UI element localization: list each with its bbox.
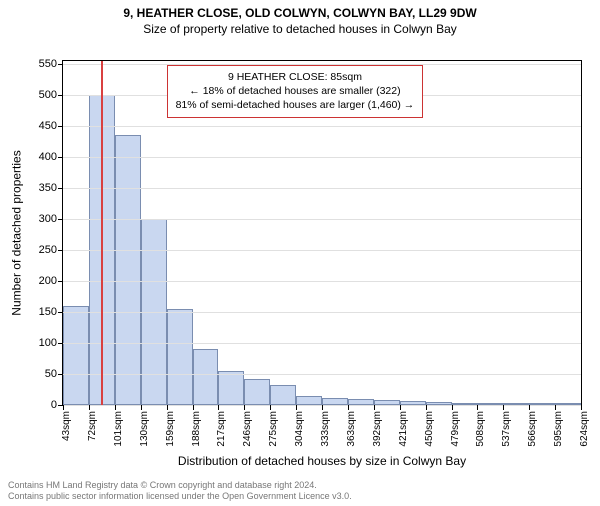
gridline [63, 312, 581, 313]
histogram-bar [218, 371, 244, 405]
histogram-bar [244, 379, 270, 405]
x-tick-mark [555, 405, 556, 410]
x-tick-label: 304sqm [294, 411, 305, 447]
reference-line [101, 61, 103, 405]
footer-line2: Contains public sector information licen… [8, 491, 352, 502]
x-tick-mark [270, 405, 271, 410]
x-tick-mark [581, 405, 582, 410]
x-tick-mark [63, 405, 64, 410]
x-tick-mark [348, 405, 349, 410]
x-tick-mark [141, 405, 142, 410]
gridline [63, 219, 581, 220]
x-tick-mark [322, 405, 323, 410]
x-tick-label: 101sqm [113, 411, 124, 447]
chart-title-sub: Size of property relative to detached ho… [0, 22, 600, 36]
annotation-line3: 81% of semi-detached houses are larger (… [176, 98, 415, 112]
chart-area: 9 HEATHER CLOSE: 85sqm ← 18% of detached… [62, 60, 582, 406]
y-axis-label: Number of detached properties [10, 150, 24, 315]
x-tick-mark [400, 405, 401, 410]
gridline [63, 374, 581, 375]
x-tick-label: 537sqm [501, 411, 512, 447]
x-tick-mark [115, 405, 116, 410]
y-axis-label-container: Number of detached properties [10, 60, 24, 406]
x-tick-label: 159sqm [165, 411, 176, 447]
y-tick-mark [58, 188, 63, 189]
x-tick-mark [503, 405, 504, 410]
x-tick-mark [244, 405, 245, 410]
x-tick-label: 217sqm [216, 411, 227, 447]
gridline [63, 250, 581, 251]
x-tick-label: 363sqm [346, 411, 357, 447]
gridline [63, 126, 581, 127]
x-tick-label: 508sqm [475, 411, 486, 447]
footer-attribution: Contains HM Land Registry data © Crown c… [8, 480, 352, 503]
footer-line1: Contains HM Land Registry data © Crown c… [8, 480, 352, 491]
gridline [63, 157, 581, 158]
y-tick-mark [58, 281, 63, 282]
x-tick-label: 188sqm [191, 411, 202, 447]
histogram-bar [270, 385, 296, 405]
x-tick-mark [218, 405, 219, 410]
y-tick-mark [58, 64, 63, 65]
y-tick-mark [58, 343, 63, 344]
histogram-bar [296, 396, 322, 405]
x-tick-mark [452, 405, 453, 410]
histogram-bar [115, 135, 141, 405]
gridline [63, 343, 581, 344]
histogram-bar [193, 349, 219, 405]
gridline [63, 188, 581, 189]
x-tick-mark [529, 405, 530, 410]
x-tick-label: 333sqm [320, 411, 331, 447]
y-tick-mark [58, 157, 63, 158]
x-tick-label: 450sqm [424, 411, 435, 447]
y-tick-mark [58, 374, 63, 375]
x-tick-label: 275sqm [268, 411, 279, 447]
x-tick-label: 72sqm [87, 411, 98, 441]
x-axis-label: Distribution of detached houses by size … [62, 454, 582, 468]
x-tick-label: 43sqm [61, 411, 72, 441]
x-tick-label: 130sqm [139, 411, 150, 447]
y-tick-mark [58, 95, 63, 96]
x-tick-mark [167, 405, 168, 410]
x-tick-label: 624sqm [579, 411, 590, 447]
histogram-bar [167, 309, 193, 405]
x-tick-mark [89, 405, 90, 410]
x-tick-label: 421sqm [398, 411, 409, 447]
y-tick-mark [58, 250, 63, 251]
y-tick-mark [58, 219, 63, 220]
gridline [63, 281, 581, 282]
x-tick-label: 595sqm [553, 411, 564, 447]
x-tick-label: 392sqm [372, 411, 383, 447]
x-tick-mark [477, 405, 478, 410]
x-tick-label: 566sqm [527, 411, 538, 447]
y-tick-mark [58, 312, 63, 313]
x-tick-mark [296, 405, 297, 410]
chart-title-main: 9, HEATHER CLOSE, OLD COLWYN, COLWYN BAY… [0, 6, 600, 20]
histogram-bar [63, 306, 89, 405]
annotation-line2: ← 18% of detached houses are smaller (32… [176, 84, 415, 98]
x-tick-mark [374, 405, 375, 410]
histogram-bar [322, 398, 348, 405]
x-tick-label: 246sqm [242, 411, 253, 447]
x-tick-label: 479sqm [450, 411, 461, 447]
annotation-line1: 9 HEATHER CLOSE: 85sqm [176, 70, 415, 84]
y-tick-mark [58, 126, 63, 127]
annotation-box: 9 HEATHER CLOSE: 85sqm ← 18% of detached… [167, 65, 424, 118]
x-tick-mark [193, 405, 194, 410]
x-tick-mark [426, 405, 427, 410]
